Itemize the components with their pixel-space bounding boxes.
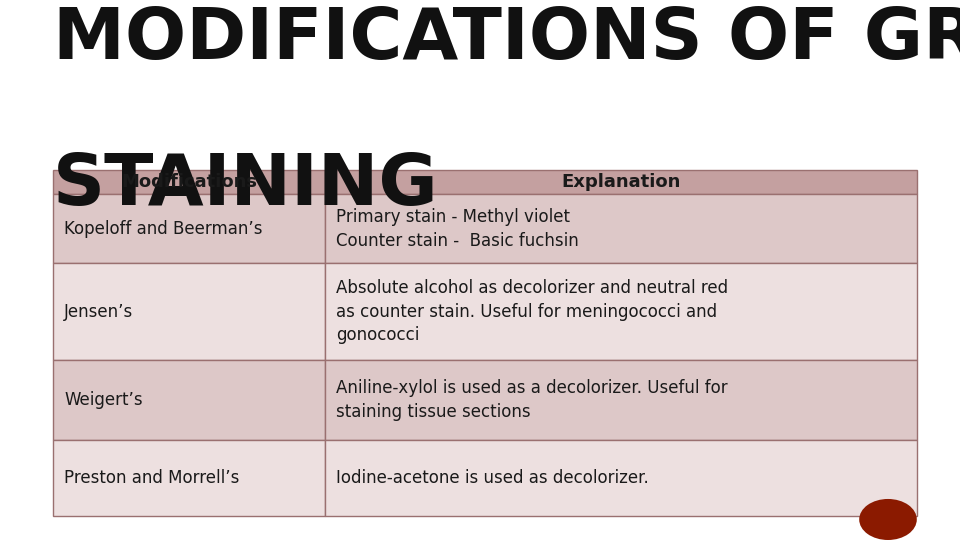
Bar: [324, 264, 917, 360]
Bar: [324, 440, 917, 516]
Bar: [53, 360, 324, 440]
Text: Primary stain - Methyl violet
Counter stain -  Basic fuchsin: Primary stain - Methyl violet Counter st…: [336, 208, 579, 249]
Bar: [324, 170, 917, 194]
Text: Jensen’s: Jensen’s: [64, 303, 133, 321]
Text: Iodine-acetone is used as decolorizer.: Iodine-acetone is used as decolorizer.: [336, 469, 649, 487]
Bar: [324, 194, 917, 264]
Text: Absolute alcohol as decolorizer and neutral red
as counter stain. Useful for men: Absolute alcohol as decolorizer and neut…: [336, 279, 729, 345]
Bar: [53, 440, 324, 516]
Text: MODIFICATIONS OF GRAM: MODIFICATIONS OF GRAM: [53, 5, 960, 75]
Bar: [53, 194, 324, 264]
Bar: [53, 264, 324, 360]
Text: Modifications: Modifications: [121, 173, 257, 191]
Ellipse shape: [859, 499, 917, 540]
Text: Weigert’s: Weigert’s: [64, 391, 143, 409]
Text: STAINING: STAINING: [53, 151, 439, 220]
Text: Preston and Morrell’s: Preston and Morrell’s: [64, 469, 240, 487]
Bar: [53, 170, 324, 194]
Text: Explanation: Explanation: [562, 173, 681, 191]
Bar: [324, 360, 917, 440]
Text: Aniline-xylol is used as a decolorizer. Useful for
staining tissue sections: Aniline-xylol is used as a decolorizer. …: [336, 379, 728, 421]
Text: Kopeloff and Beerman’s: Kopeloff and Beerman’s: [64, 220, 263, 238]
